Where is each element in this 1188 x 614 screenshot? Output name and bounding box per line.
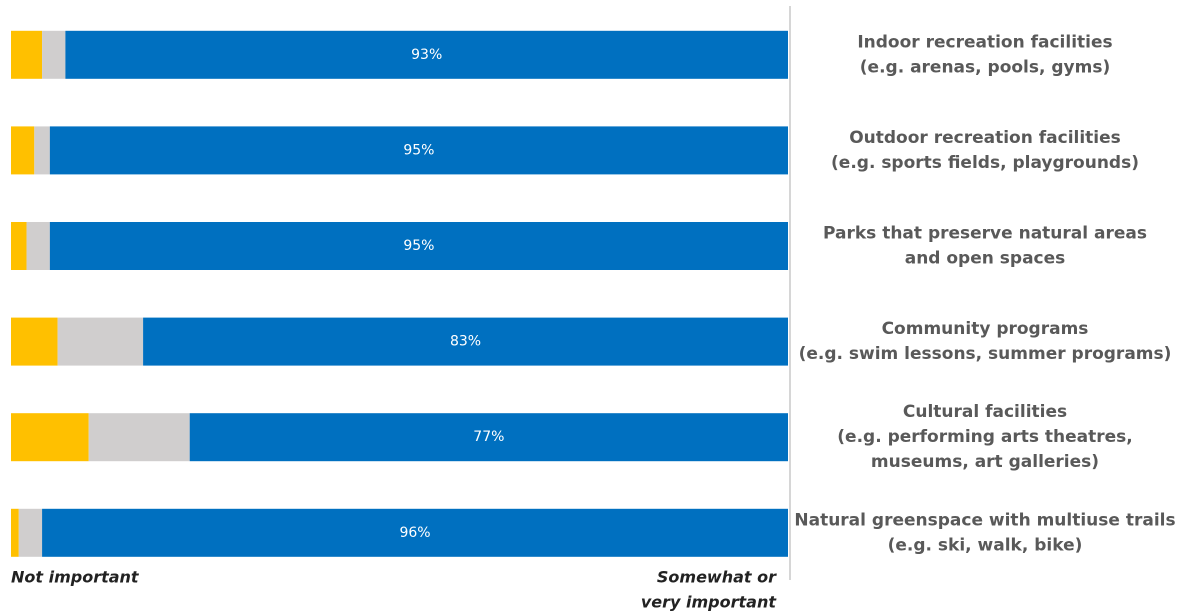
- category-label: (e.g. arenas, pools, gyms): [860, 57, 1110, 77]
- bar-segment: [189, 413, 788, 462]
- category-label: (e.g. swim lessons, summer programs): [799, 344, 1172, 364]
- value-label: 95%: [403, 142, 434, 158]
- category-label: Community programs: [882, 319, 1089, 339]
- category-label: (e.g. sports fields, playgrounds): [831, 153, 1139, 173]
- value-label: 93%: [411, 47, 442, 63]
- bar-segment: [11, 508, 19, 557]
- category-label: Indoor recreation facilities: [857, 32, 1112, 52]
- x-label-right: Somewhat or: [657, 568, 777, 587]
- bar-segment: [49, 126, 789, 175]
- bar-segment: [42, 508, 788, 557]
- bar-segment: [57, 317, 144, 366]
- bar-segment: [65, 30, 788, 79]
- bar-segment: [26, 222, 50, 270]
- category-label: (e.g. ski, walk, bike): [888, 535, 1083, 555]
- category-label: Cultural facilities: [903, 402, 1067, 422]
- bar-segment: [11, 222, 27, 270]
- bar-segment: [42, 30, 66, 79]
- category-label: (e.g. performing arts theatres,: [837, 427, 1132, 447]
- bar-segment: [143, 317, 789, 366]
- bar-segment: [88, 413, 190, 462]
- category-label: museums, art galleries): [871, 452, 1099, 472]
- bar-segment: [11, 413, 89, 462]
- category-label: Parks that preserve natural areas: [823, 224, 1147, 244]
- category-label: and open spaces: [905, 249, 1066, 269]
- value-label: 83%: [450, 334, 481, 350]
- bar-segment: [11, 126, 35, 175]
- bar-segment: [34, 126, 50, 175]
- bar-segment: [11, 317, 58, 366]
- x-label-right: very important: [641, 593, 778, 612]
- x-label-left: Not important: [11, 568, 140, 587]
- bar-segment: [18, 508, 43, 557]
- value-label: 77%: [473, 429, 504, 445]
- value-label: 95%: [403, 238, 434, 254]
- category-label: Outdoor recreation facilities: [849, 128, 1121, 148]
- value-label: 96%: [399, 525, 430, 541]
- bar-segment: [49, 222, 789, 270]
- bar-segment: [11, 30, 43, 79]
- category-label: Natural greenspace with multiuse trails: [794, 510, 1175, 530]
